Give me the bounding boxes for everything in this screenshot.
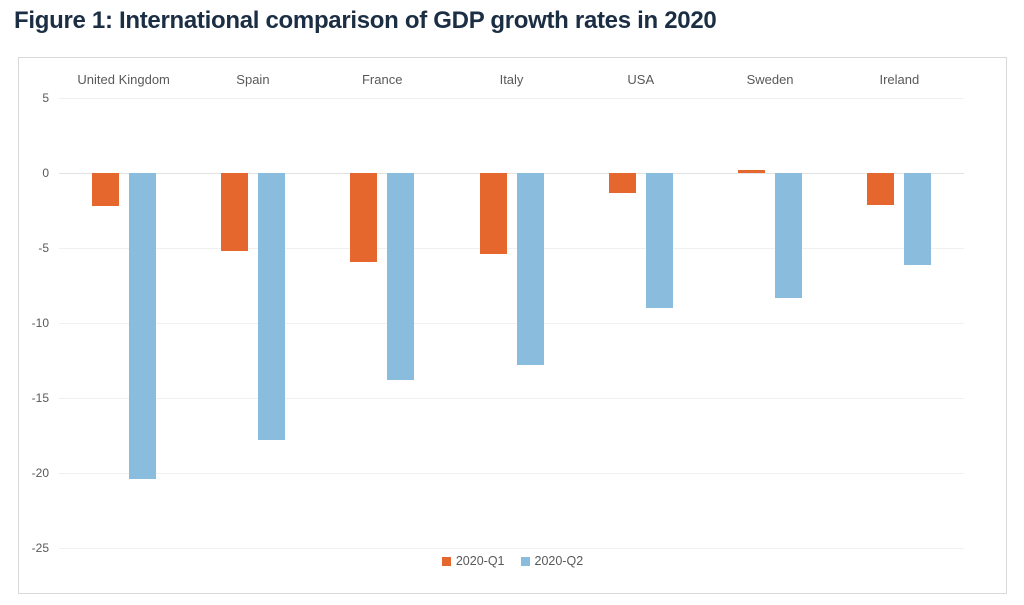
y-axis-tick-label: -20: [31, 466, 49, 480]
bar-2020-q1-sweden: [738, 170, 766, 173]
chart-panel: 5 0 -5 -10 -15 -20 -25 United Kingdom Spain Franc…: [18, 57, 1007, 594]
legend-label: 2020-Q1: [455, 554, 505, 568]
gridline: [59, 323, 964, 324]
figure-title: Figure 1: International comparison of GD…: [14, 7, 717, 34]
category-label-united-kingdom: United Kingdom: [77, 72, 170, 87]
zero-gridline: [59, 173, 964, 174]
bar-2020-q2-united-kingdom: [128, 173, 156, 479]
bar-2020-q1-ireland: [867, 173, 895, 205]
bar-2020-q1-usa: [608, 173, 636, 193]
category-label-spain: Spain: [236, 72, 270, 87]
y-axis-tick-label: 0: [42, 166, 49, 180]
gridline: [59, 98, 964, 99]
category-label-ireland: Ireland: [879, 72, 920, 87]
bar-2020-q2-usa: [645, 173, 673, 308]
bar-2020-q2-italy: [516, 173, 544, 365]
y-axis-tick-label: -5: [38, 241, 49, 255]
legend-item-2020-q2: 2020-Q2: [520, 554, 584, 568]
gridline: [59, 548, 964, 549]
legend-swatch-icon: [520, 556, 530, 566]
category-label-italy: Italy: [499, 72, 524, 87]
bar-2020-q1-spain: [220, 173, 248, 251]
y-axis-tick-label: -15: [31, 391, 49, 405]
bar-2020-q2-sweden: [775, 173, 803, 298]
legend-swatch-icon: [441, 556, 451, 566]
y-axis-tick-label: -25: [31, 541, 49, 555]
legend: 2020-Q1 2020-Q2: [19, 554, 1006, 568]
bar-2020-q1-italy: [479, 173, 507, 254]
bar-2020-q2-ireland: [904, 173, 932, 265]
category-label-sweden: Sweden: [746, 72, 794, 87]
category-label-france: France: [361, 72, 403, 87]
gridline: [59, 473, 964, 474]
legend-label: 2020-Q2: [534, 554, 584, 568]
legend-item-2020-q1: 2020-Q1: [441, 554, 505, 568]
bar-2020-q2-spain: [257, 173, 285, 440]
gridline: [59, 398, 964, 399]
y-axis-tick-label: -10: [31, 316, 49, 330]
y-axis-tick-label: 5: [42, 91, 49, 105]
bar-2020-q2-france: [387, 173, 415, 380]
gridline: [59, 248, 964, 249]
bar-2020-q1-france: [350, 173, 378, 262]
bar-2020-q1-united-kingdom: [91, 173, 119, 206]
category-label-usa: USA: [627, 72, 655, 87]
